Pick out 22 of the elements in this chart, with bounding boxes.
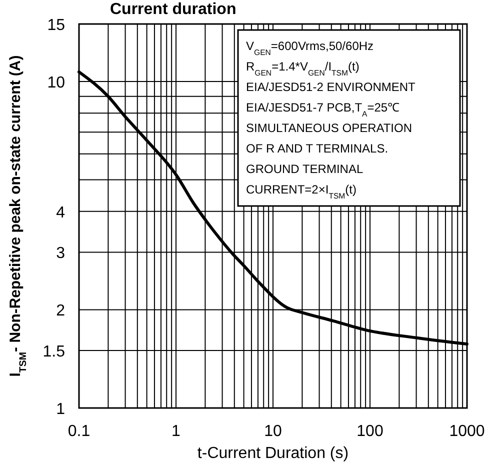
y-tick-label: 1 — [56, 401, 66, 418]
y-tick-label: 3 — [56, 245, 66, 262]
annotation: V$_{GEN}$=600Vrms,50/60Hz — [246, 39, 374, 56]
y-tick-label: 2 — [56, 302, 66, 320]
x-tick-label: 100 — [356, 423, 384, 440]
x-tick-label: 1 — [172, 423, 181, 440]
annotation: R$_{GEN}$=1.4*V$_{GEN}$/I$_{TSM}$(t) — [246, 60, 360, 77]
annotation: OF R AND T TERMINALS. — [246, 142, 388, 156]
annotation: EIA/JESD51-7 PCB,T$_{A}$=25℃ — [246, 100, 400, 118]
annotation: SIMULTANEOUS OPERATION — [246, 121, 412, 135]
x-tick-label: 0.1 — [68, 423, 90, 440]
annotation: CURRENT=2×I$_{TSM}$(t) — [246, 182, 356, 200]
x-tick-label: 10 — [264, 423, 282, 440]
x-axis-title: t-Current Duration (s) — [197, 445, 349, 462]
y-tick-label: 1.5 — [42, 344, 66, 361]
x-tick-label: 1000 — [449, 423, 485, 440]
chart-title: Current duration — [110, 1, 236, 18]
y-tick-label: 15 — [47, 17, 66, 34]
y-tick-label: 10 — [47, 74, 66, 92]
y-tick-label: 4 — [56, 204, 66, 222]
annotation: EIA/JESD51-2 ENVIRONMENT — [246, 80, 416, 94]
annotation: GROUND TERMINAL — [246, 162, 364, 176]
